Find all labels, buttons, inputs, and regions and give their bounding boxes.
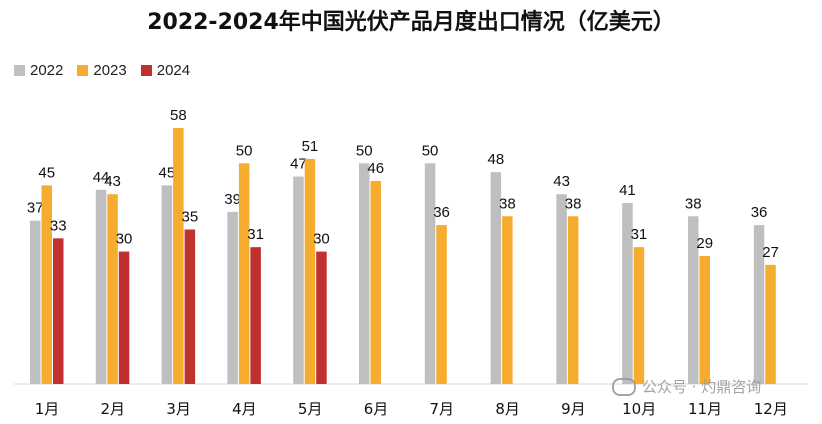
x-tick-label-2: 2月: [101, 400, 126, 418]
x-tick-label-9: 9月: [561, 400, 586, 418]
bar-2022-9: [556, 194, 567, 384]
bar-2022-11: [688, 216, 699, 384]
bar-2023-3: [173, 128, 184, 384]
bar-2023-11: [699, 256, 710, 384]
bar-2024-2: [118, 251, 130, 384]
data-label-2022-5: 47: [290, 156, 307, 173]
bar-2024-5: [316, 251, 327, 384]
bar-2023-7: [436, 225, 447, 384]
data-label-2022-11: 38: [685, 195, 702, 212]
chart-title: 2022-2024年中国光伏产品月度出口情况（亿美元）: [147, 10, 675, 35]
legend-swatch-2024: [140, 65, 152, 76]
x-tick-label-10: 10月: [622, 400, 656, 418]
data-label-2024-4: 31: [247, 226, 264, 243]
bar-2024-1: [53, 238, 64, 384]
data-label-2022-12: 36: [751, 204, 768, 221]
data-label-2023-3: 58: [170, 107, 187, 124]
legend-swatch-2022: [14, 65, 25, 76]
data-label-2022-3: 45: [159, 164, 176, 181]
legend-label-2023: 2023: [93, 62, 127, 79]
data-label-2022-9: 43: [553, 173, 570, 190]
data-label-2023-1: 45: [38, 164, 55, 181]
bar-2024-3: [184, 229, 196, 384]
x-tick-label-1: 1月: [35, 400, 60, 418]
bar-2023-12: [765, 264, 776, 384]
data-label-2022-4: 39: [224, 191, 241, 208]
data-label-2023-6: 46: [367, 160, 384, 177]
data-label-2024-1: 33: [50, 217, 67, 234]
data-label-2023-2: 43: [104, 173, 121, 190]
legend-item-2022: 2022: [14, 62, 63, 79]
bar-2022-12: [753, 225, 765, 384]
x-tick-label-12: 12月: [754, 400, 788, 418]
watermark-text: 公众号 · 灼鼎咨询: [642, 378, 762, 396]
data-label-2022-6: 50: [356, 142, 373, 159]
bar-2022-3: [161, 185, 173, 384]
watermark: 公众号 · 灼鼎咨询: [612, 376, 761, 397]
bar-2022-8: [490, 172, 502, 384]
bar-2023-9: [567, 216, 579, 384]
data-label-2023-4: 50: [236, 142, 253, 159]
bar-2023-4: [238, 163, 250, 384]
legend-swatch-2023: [77, 65, 89, 76]
data-label-2022-10: 41: [619, 182, 636, 199]
bar-2022-6: [359, 163, 370, 384]
x-tick-label-5: 5月: [298, 400, 323, 418]
data-label-2022-7: 50: [422, 142, 439, 159]
x-tick-label-3: 3月: [166, 400, 191, 418]
data-label-2023-11: 29: [696, 235, 713, 252]
bar-2022-2: [95, 189, 107, 384]
x-tick-label-6: 6月: [364, 400, 389, 418]
data-label-2023-8: 38: [499, 195, 516, 212]
bar-2023-10: [633, 247, 645, 384]
legend-item-2024: 2024: [140, 62, 191, 79]
legend: 2022 2023 2024: [14, 62, 190, 79]
legend-label-2024: 2024: [156, 62, 191, 79]
bar-2023-6: [370, 180, 381, 384]
legend-item-2023: 2023: [77, 62, 127, 79]
data-label-2024-2: 30: [116, 231, 133, 248]
data-label-2023-12: 27: [762, 244, 779, 261]
bar-2022-7: [424, 163, 436, 384]
data-label-2024-5: 30: [313, 231, 330, 248]
data-label-2023-10: 31: [631, 226, 648, 243]
data-label-2024-3: 35: [182, 209, 199, 226]
legend-label-2022: 2022: [30, 62, 64, 79]
bar-2023-8: [502, 216, 513, 384]
bar-2023-2: [107, 194, 118, 384]
bar-2024-4: [250, 247, 261, 384]
bar-2023-1: [41, 185, 52, 384]
data-label-2022-2: 44: [93, 169, 110, 186]
bar-2022-4: [227, 211, 238, 384]
bar-2023-5: [304, 158, 316, 384]
data-label-2022-8: 48: [488, 151, 505, 168]
bar-2022-1: [30, 220, 41, 384]
bar-2022-10: [622, 203, 633, 384]
x-tick-label-8: 8月: [495, 400, 520, 418]
x-tick-label-4: 4月: [232, 400, 257, 418]
data-label-2022-1: 37: [27, 200, 44, 217]
data-label-2023-5: 51: [302, 138, 319, 155]
data-label-2023-7: 36: [433, 204, 450, 221]
wechat-icon: [612, 377, 636, 396]
x-tick-label-11: 11月: [688, 400, 722, 418]
x-tick-label-7: 7月: [430, 400, 455, 418]
data-label-2023-9: 38: [565, 195, 582, 212]
bar-2022-5: [293, 176, 304, 384]
